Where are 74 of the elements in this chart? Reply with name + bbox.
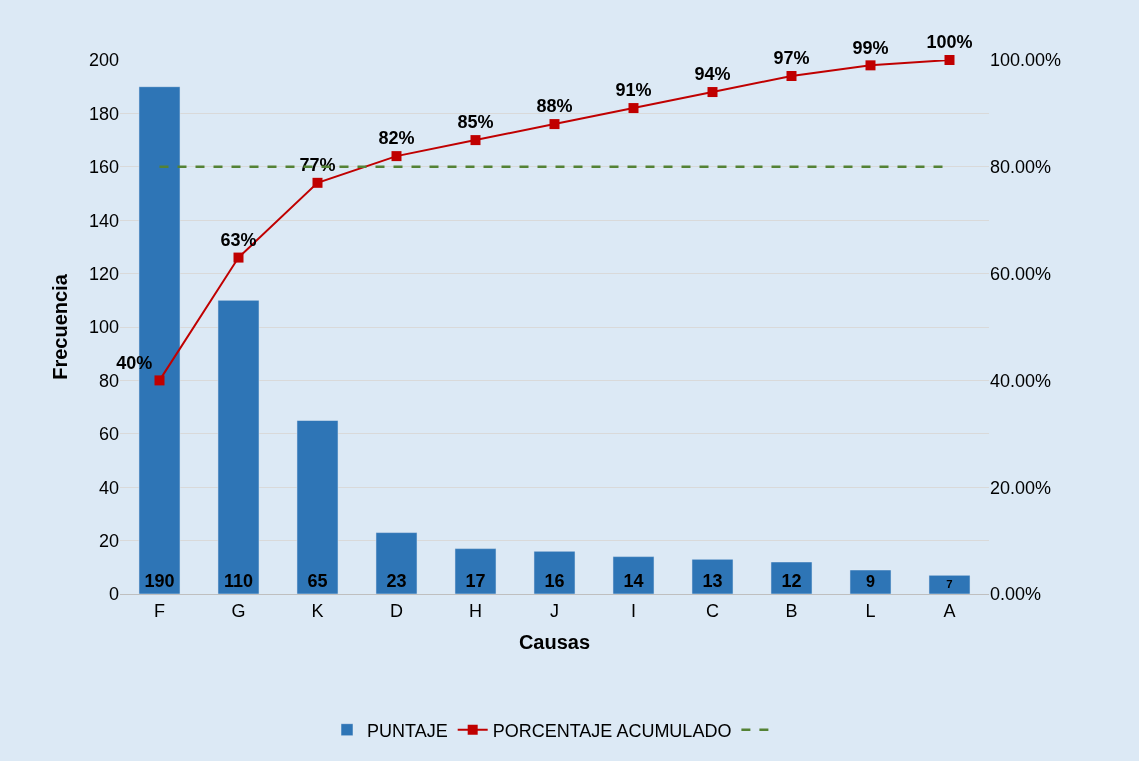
point xyxy=(312,177,323,188)
point xyxy=(470,135,481,146)
data-label: 63% xyxy=(220,229,257,250)
y-tick-label: 180 xyxy=(88,103,119,124)
y-tick-label: 120 xyxy=(88,263,119,284)
x-tick-label: F xyxy=(154,600,165,621)
bar xyxy=(928,575,971,594)
data-label: 14 xyxy=(623,571,644,591)
x-tick-label: K xyxy=(311,600,324,621)
point xyxy=(391,151,402,162)
x-axis-title: Causas xyxy=(518,631,591,654)
data-label: 110 xyxy=(223,571,254,591)
point xyxy=(233,252,244,263)
x-tick-label: D xyxy=(390,600,403,621)
y-tick-label: 140 xyxy=(88,210,119,231)
data-label: 190 xyxy=(144,571,175,591)
x-tick-label: C xyxy=(706,600,719,621)
y-tick-label: 40 xyxy=(98,477,119,498)
y-axis-title: Frecuencia xyxy=(49,273,72,380)
point xyxy=(549,119,560,130)
bar xyxy=(375,532,418,594)
y-tick-label: 200 xyxy=(88,50,119,71)
y-tick-label: 80 xyxy=(98,370,119,391)
y-tick-label: 0 xyxy=(108,584,119,605)
y2-tick-label: 100.00% xyxy=(990,50,1062,71)
data-label: 13 xyxy=(702,571,723,591)
y2-tick-label: 20.00% xyxy=(990,477,1052,498)
data-label: 16 xyxy=(544,571,565,591)
data-label: 97% xyxy=(773,48,810,69)
data-label: 77% xyxy=(299,155,336,176)
x-tick-label: I xyxy=(630,600,637,621)
data-label: 17 xyxy=(465,571,486,591)
bar xyxy=(454,548,497,594)
point xyxy=(707,87,718,98)
data-label: 91% xyxy=(615,80,652,101)
x-tick-label: J xyxy=(550,600,559,621)
point xyxy=(628,103,639,114)
y-tick-label: 20 xyxy=(98,530,119,551)
bar xyxy=(612,556,655,594)
y-tick-label: 100 xyxy=(88,317,119,338)
data-label: 82% xyxy=(378,128,415,149)
x-tick-label: A xyxy=(943,600,956,621)
y2-tick-label: 80.00% xyxy=(990,157,1052,178)
data-label: 65 xyxy=(307,571,328,591)
x-tick-label: H xyxy=(469,600,482,621)
data-label: 7 xyxy=(946,578,953,591)
data-label: 23 xyxy=(386,571,407,591)
data-label: 9 xyxy=(865,572,876,591)
x-tick-label: G xyxy=(231,600,246,621)
bar xyxy=(296,420,339,594)
y-tick-label: 60 xyxy=(98,424,119,445)
point xyxy=(944,55,955,65)
y2-tick-label: 0.00% xyxy=(990,584,1042,605)
legend-label: PORCENTAJE ACUMULADO xyxy=(492,720,732,741)
x-tick-label: L xyxy=(865,600,876,621)
data-label: 94% xyxy=(694,64,731,85)
bar xyxy=(770,561,813,594)
y-tick-label: 160 xyxy=(88,157,119,178)
bar xyxy=(849,569,892,594)
y2-tick-label: 60.00% xyxy=(990,263,1052,284)
x-tick-label: B xyxy=(785,600,798,621)
data-label: 85% xyxy=(457,112,494,133)
point xyxy=(154,375,165,386)
data-label: 12 xyxy=(781,571,802,591)
point xyxy=(865,60,876,71)
data-label: 99% xyxy=(852,37,889,58)
bar xyxy=(533,551,576,594)
data-label: 88% xyxy=(536,96,573,117)
point xyxy=(786,71,797,82)
data-label: 100% xyxy=(926,32,973,53)
bar xyxy=(217,300,260,594)
y2-tick-label: 40.00% xyxy=(990,370,1052,391)
legend-label: PUNTAJE xyxy=(367,720,448,741)
bar xyxy=(691,559,734,594)
